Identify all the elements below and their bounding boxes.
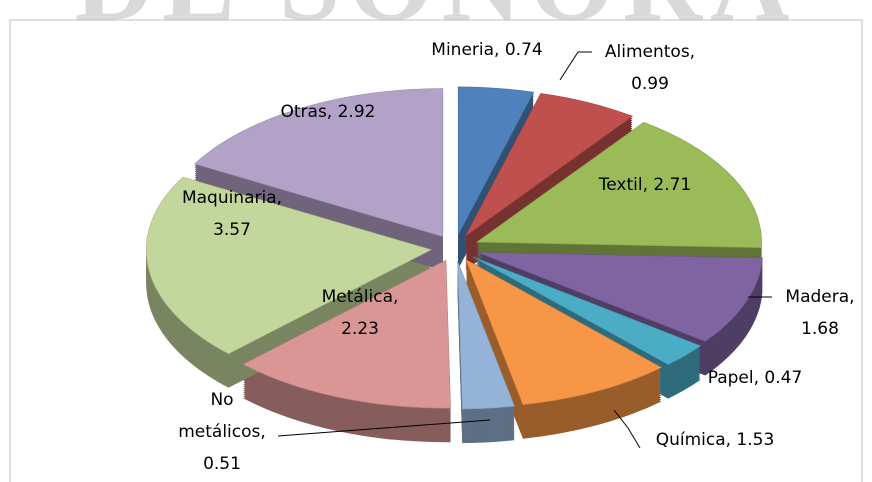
label-line: metálicos, — [178, 422, 266, 442]
leader-line — [613, 409, 641, 449]
slice — [145, 176, 433, 355]
slice — [457, 261, 515, 410]
slice — [475, 121, 762, 249]
label-line: Papel, 0.47 — [708, 368, 803, 388]
data-label: Otras, 2.92 — [281, 102, 376, 122]
slice — [465, 259, 663, 406]
data-label: Madera, 1.68 — [785, 287, 854, 339]
label-line: Textil, 2.71 — [598, 175, 692, 195]
slice — [194, 88, 444, 238]
slice — [457, 86, 535, 236]
data-label: Papel, 0.47 — [708, 368, 803, 388]
leader-line — [277, 419, 491, 437]
label-line: Química, 1.53 — [656, 430, 775, 450]
data-label: Metálica, 2.23 — [322, 287, 399, 339]
label-line: Alimentos, — [605, 42, 695, 62]
data-label: Textil, 2.71 — [598, 175, 692, 195]
label-line: Otras, 2.92 — [281, 102, 376, 122]
data-label: Maquinaria, 3.57 — [182, 188, 282, 240]
label-line: 2.23 — [341, 319, 379, 339]
slice — [477, 252, 763, 342]
label-line: Maquinaria, — [182, 188, 282, 208]
slice — [242, 259, 451, 409]
label-line: Madera, — [785, 287, 854, 307]
data-label: Alimentos, 0.99 — [605, 42, 695, 94]
data-label: Química, 1.53 — [656, 430, 775, 450]
label-line: 0.51 — [203, 454, 241, 474]
watermark: DE SONORA — [75, 0, 798, 43]
slice — [465, 93, 634, 237]
leader-line — [559, 51, 592, 81]
data-label: Mineria, 0.74 — [431, 40, 542, 60]
label-line: No — [210, 390, 233, 410]
data-label: No metálicos, 0.51 — [178, 390, 266, 474]
label-line: Mineria, 0.74 — [431, 40, 542, 60]
label-line: 0.99 — [631, 74, 669, 94]
label-line: 3.57 — [213, 220, 251, 240]
label-line: Metálica, — [322, 287, 399, 307]
label-line: 1.68 — [801, 319, 839, 339]
slice — [472, 256, 702, 365]
